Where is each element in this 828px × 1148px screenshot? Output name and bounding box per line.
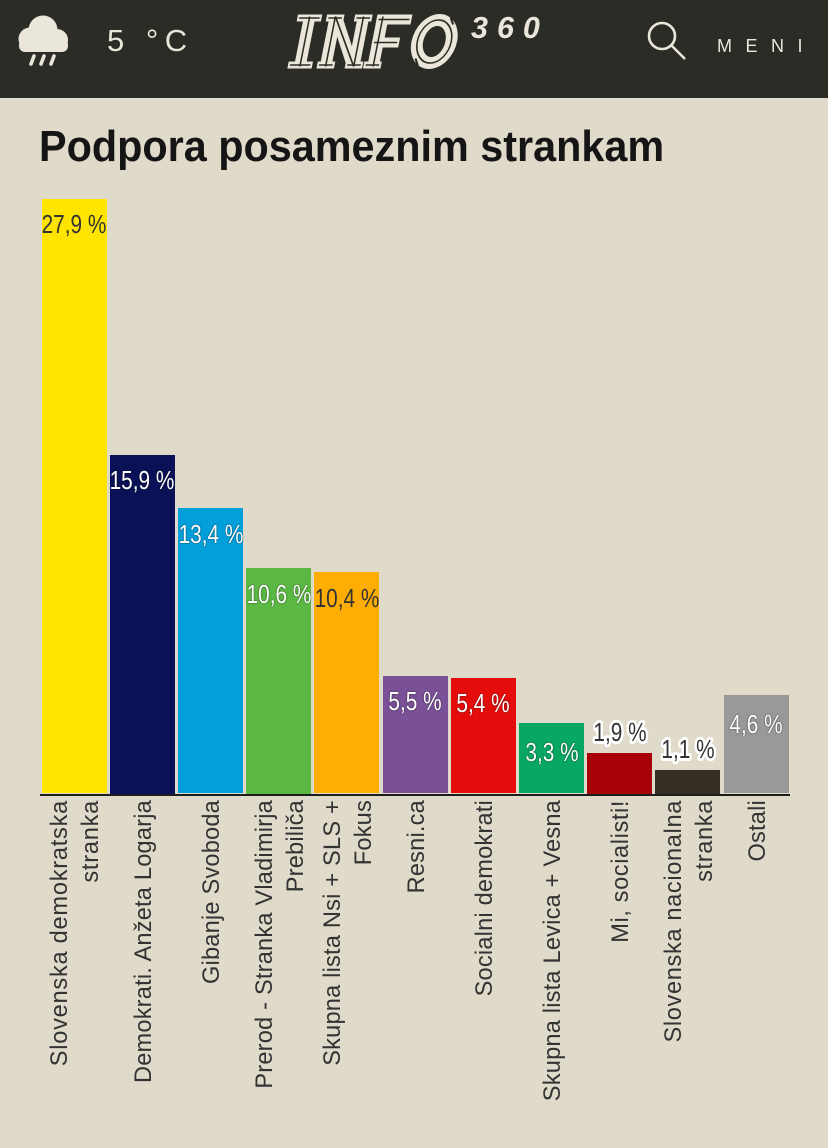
svg-text:1,1 %: 1,1 %: [661, 735, 714, 764]
svg-text:1,9 %: 1,9 %: [593, 718, 646, 747]
